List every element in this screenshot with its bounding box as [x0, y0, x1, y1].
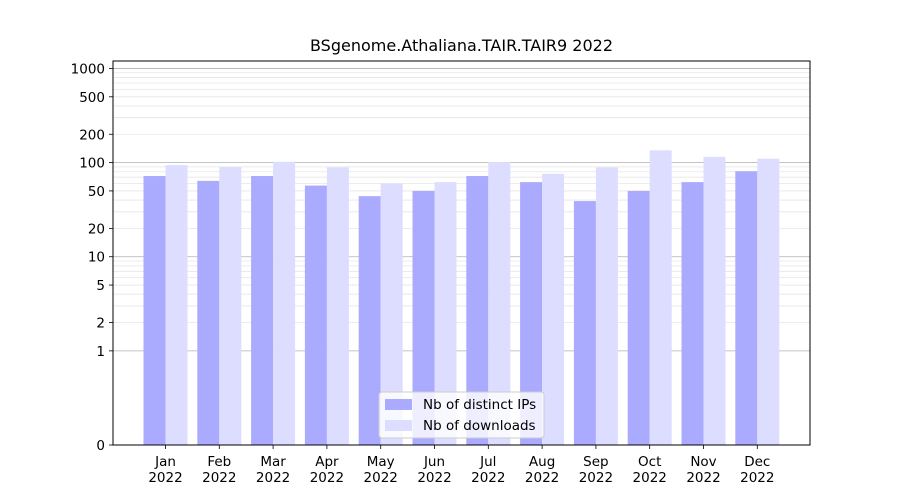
bar-distinct-ips-may: [358, 196, 381, 445]
plot-frame: [112, 60, 811, 446]
legend: Nb of distinct IPs Nb of downloads: [378, 391, 545, 439]
x-tick-month: Aug: [529, 454, 555, 470]
bar-distinct-ips-feb: [197, 180, 220, 445]
x-tick-month: Feb: [207, 454, 231, 470]
bar-downloads-mar: [273, 161, 296, 445]
x-tick-year: 2022: [256, 470, 290, 486]
x-tick-label: Jan 2022: [148, 454, 182, 486]
x-tick-month: Oct: [638, 454, 661, 470]
x-tick-label: Feb 2022: [202, 454, 236, 486]
x-tick-label: Nov 2022: [686, 454, 720, 486]
y-tick-label: 20: [88, 221, 105, 237]
x-tick-month: Jun: [423, 454, 445, 470]
y-tick-label: 10: [88, 250, 105, 266]
bars-layer: [143, 150, 780, 446]
x-tick-month: Jan: [154, 454, 176, 470]
y-tick-label: 5: [96, 278, 105, 294]
bar-distinct-ips-apr: [304, 185, 327, 446]
x-tick-label: Aug 2022: [525, 454, 559, 486]
x-tick-year: 2022: [633, 470, 667, 486]
x-tick-month: May: [367, 454, 395, 470]
bar-distinct-ips-jan: [143, 176, 166, 445]
bar-distinct-ips-mar: [251, 176, 274, 445]
x-tick-label: Mar 2022: [256, 454, 290, 486]
x-tick-year: 2022: [740, 470, 774, 486]
y-tick-label: 1: [96, 344, 105, 360]
bar-downloads-may: [380, 183, 403, 445]
bar-distinct-ips-dec: [735, 171, 758, 445]
bar-downloads-jun: [434, 182, 457, 445]
x-tick-year: 2022: [310, 470, 344, 486]
x-tick-year: 2022: [202, 470, 236, 486]
x-tick-month: Dec: [744, 454, 770, 470]
x-tick-year: 2022: [525, 470, 559, 486]
y-tick-label: 100: [79, 156, 105, 172]
x-tick-year: 2022: [148, 470, 182, 486]
x-tick-month: Mar: [260, 454, 286, 470]
x-tick-label: Dec 2022: [740, 454, 774, 486]
x-tick-year: 2022: [471, 470, 505, 486]
bar-downloads-sep: [595, 167, 618, 446]
y-tick-label: 2: [96, 316, 105, 332]
legend-swatch: [385, 420, 412, 431]
y-tick-label: 1000: [71, 61, 105, 77]
bar-distinct-ips-aug: [520, 182, 543, 445]
x-tick-month: Sep: [583, 454, 608, 470]
x-tick-year: 2022: [686, 470, 720, 486]
bar-downloads-aug: [542, 173, 565, 445]
bar-downloads-nov: [703, 156, 726, 445]
x-tick-year: 2022: [579, 470, 613, 486]
legend-box: [378, 391, 545, 439]
x-tick-label: Oct 2022: [633, 454, 667, 486]
x-tick-label: May 2022: [364, 454, 398, 486]
bar-downloads-jan: [165, 165, 188, 445]
bar-distinct-ips-sep: [573, 201, 596, 445]
y-tick-label: 200: [79, 127, 105, 143]
x-tick-year: 2022: [417, 470, 451, 486]
bar-downloads-dec: [757, 158, 780, 445]
chart-title: BSgenome.Athaliana.TAIR.TAIR9 2022: [310, 36, 613, 55]
legend-swatch: [385, 399, 412, 410]
legend-label: Nb of downloads: [423, 418, 536, 434]
x-tick-month: Jul: [479, 454, 496, 470]
y-tick-label: 0: [96, 438, 105, 454]
bar-downloads-apr: [326, 167, 349, 446]
y-tick-label: 500: [79, 90, 105, 106]
legend-label: Nb of distinct IPs: [423, 397, 536, 413]
bar-distinct-ips-jun: [412, 190, 435, 445]
x-tick-month: Nov: [690, 454, 716, 470]
bar-distinct-ips-oct: [627, 190, 650, 445]
y-axis: 0 1 2 5 10 20 50 100 200 500 1000: [71, 61, 113, 454]
x-tick-month: Apr: [315, 454, 339, 470]
x-tick-label: Jun 2022: [417, 454, 451, 486]
y-tick-label: 50: [88, 184, 105, 200]
bar-distinct-ips-nov: [681, 182, 704, 445]
x-tick-label: Jul 2022: [471, 454, 505, 486]
bar-distinct-ips-jul: [466, 176, 489, 445]
bar-downloads-feb: [219, 166, 242, 446]
x-tick-label: Apr 2022: [310, 454, 344, 486]
x-tick-label: Sep 2022: [579, 454, 613, 486]
x-tick-year: 2022: [364, 470, 398, 486]
bar-downloads-oct: [649, 150, 672, 445]
bar-downloads-jul: [488, 162, 511, 445]
